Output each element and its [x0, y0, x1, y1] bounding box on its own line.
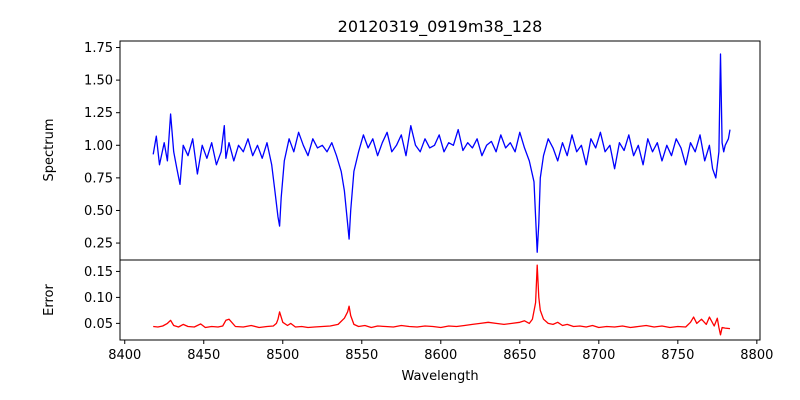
x-tick-label: 8750	[661, 348, 694, 363]
error-y-axis-label: Error	[42, 284, 57, 316]
x-tick-label: 8500	[266, 348, 299, 363]
error-y-tick-label: 0.15	[84, 265, 113, 280]
x-tick-label: 8650	[503, 348, 536, 363]
error-line	[153, 264, 731, 336]
spectrum-y-tick-label: 1.50	[84, 74, 113, 89]
x-axis-label: Wavelength	[401, 369, 478, 384]
x-tick-label: 8550	[345, 348, 378, 363]
error-y-tick-label: 0.10	[84, 291, 113, 306]
error-panel: 0.05 0.10 0.15 8400 8450 8500 8550 8600 8650 870…	[42, 259, 773, 384]
error-series	[153, 264, 731, 336]
x-ticks: 8400 8450 8500 8550 8600 8650 8700 8750 8800	[108, 340, 773, 363]
x-tick-label: 8400	[108, 348, 141, 363]
spectrum-y-tick-label: 0.50	[84, 204, 113, 219]
spectrum-y-ticks: 0.25 0.50 0.75 1.00 1.25 1.50 1.75	[84, 41, 120, 252]
x-tick-label: 8600	[424, 348, 457, 363]
error-y-tick-label: 0.05	[84, 317, 113, 332]
spectrum-y-tick-label: 0.25	[84, 237, 113, 252]
spectrum-y-tick-label: 1.00	[84, 139, 113, 154]
chart-title: 20120319_0919m38_128	[338, 17, 543, 37]
x-tick-label: 8700	[582, 348, 615, 363]
spectrum-y-tick-label: 0.75	[84, 171, 113, 186]
spectrum-y-axis-label: Spectrum	[42, 119, 57, 182]
error-plot-frame	[119, 259, 761, 341]
error-y-ticks: 0.05 0.10 0.15	[84, 265, 120, 332]
spectrum-y-tick-label: 1.75	[84, 41, 113, 56]
spectrum-y-tick-label: 1.25	[84, 106, 113, 121]
spectrum-line	[152, 53, 731, 253]
x-tick-label: 8450	[187, 348, 220, 363]
x-tick-label: 8800	[740, 348, 773, 363]
spectrum-panel: 0.25 0.50 0.75 1.00 1.25 1.50 1.75 Spectrum	[42, 40, 761, 261]
spectrum-series	[152, 53, 731, 253]
